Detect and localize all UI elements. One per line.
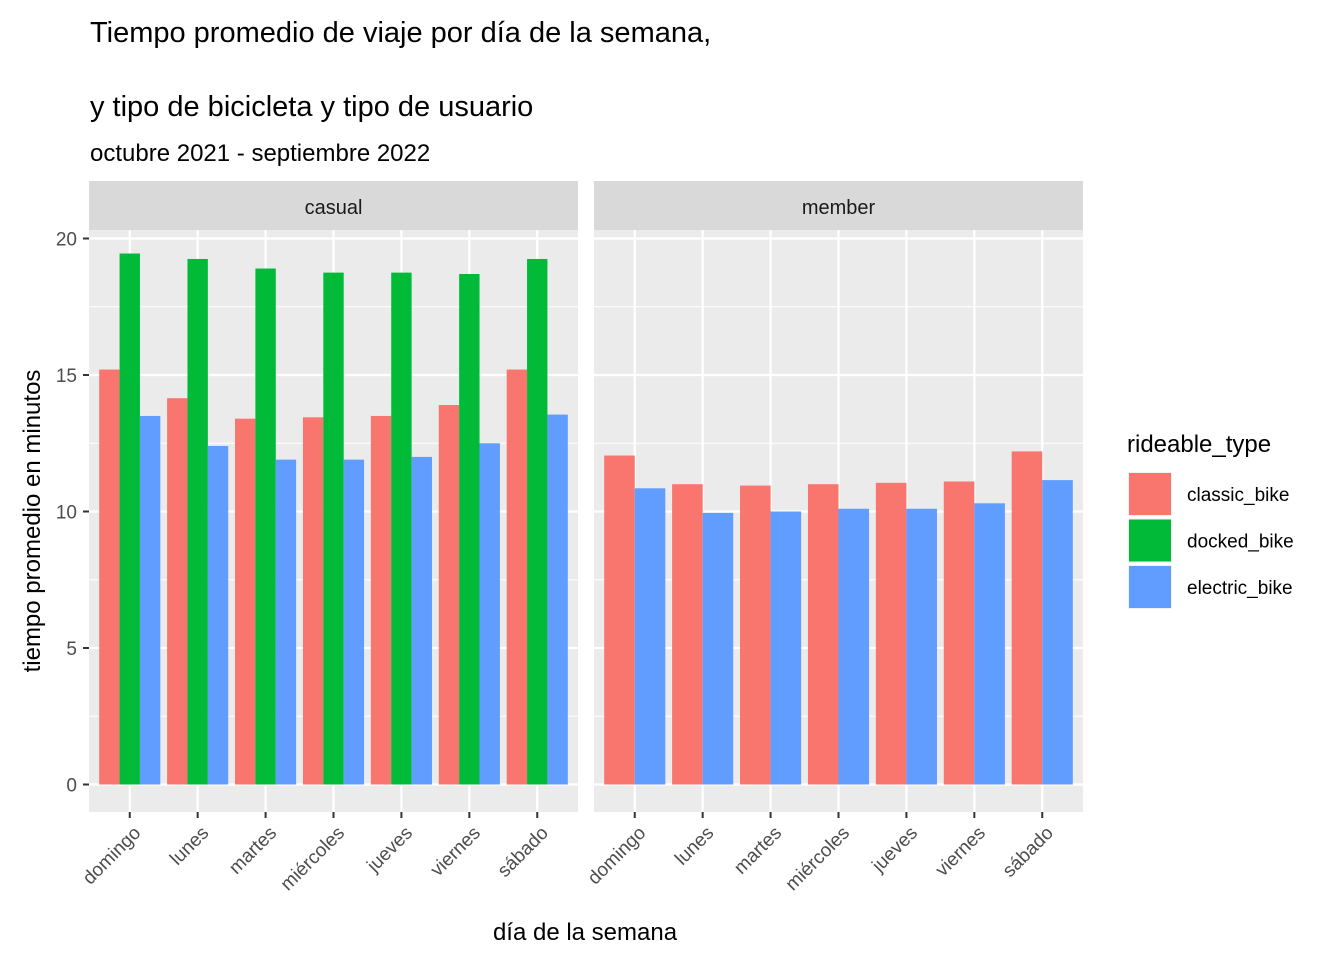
bar-casual-electric_bike-miércoles <box>343 459 365 785</box>
bar-casual-docked_bike-viernes <box>459 273 480 785</box>
bar-member-classic_bike-viernes <box>943 481 975 785</box>
facet-strip-label: casual <box>305 197 363 219</box>
x-tick-label: sábado <box>999 823 1058 882</box>
bar-casual-docked_bike-martes <box>255 268 276 785</box>
y-tick-label: 20 <box>56 230 77 251</box>
x-axis-title: día de la semana <box>493 919 678 946</box>
x-tick-label: viernes <box>427 823 485 881</box>
bar-member-classic_bike-lunes <box>672 484 703 785</box>
legend-swatch-classic_bike <box>1129 473 1171 515</box>
chart-subtitle: octubre 2021 - septiembre 2022 <box>90 140 430 167</box>
facet-strip <box>594 181 1083 230</box>
bar-casual-classic_bike-martes <box>235 418 256 785</box>
x-tick-label: jueves <box>868 823 922 877</box>
chart-title-line1: Tiempo promedio de viaje por día de la s… <box>90 17 711 49</box>
bar-casual-docked_bike-domingo <box>119 253 140 785</box>
x-tick-label: miércoles <box>782 823 854 895</box>
legend-label-classic_bike: classic_bike <box>1187 485 1289 506</box>
y-axis-title: tiempo promedio en minutos <box>19 370 46 673</box>
bar-casual-electric_bike-viernes <box>479 443 500 785</box>
legend-title: rideable_type <box>1127 431 1271 458</box>
x-tick-label: miércoles <box>277 823 349 895</box>
bar-casual-electric_bike-domingo <box>139 415 161 785</box>
x-tick-label: domingo <box>584 823 650 889</box>
x-tick-label: lunes <box>166 823 213 870</box>
bar-member-classic_bike-miércoles <box>807 484 839 785</box>
x-tick-label: martes <box>730 823 786 879</box>
bar-member-electric_bike-viernes <box>974 503 1005 785</box>
x-tick-label: sábado <box>494 823 553 882</box>
y-axis: 0 5 10 15 20 <box>56 230 89 797</box>
bar-casual-classic_bike-lunes <box>167 398 188 785</box>
legend-swatch-electric_bike <box>1129 566 1171 608</box>
x-tick-label: viernes <box>932 823 990 881</box>
y-tick-label: 5 <box>66 639 77 660</box>
y-tick-label: 10 <box>56 503 77 524</box>
bar-member-electric_bike-jueves <box>906 508 937 785</box>
legend-label-docked_bike: docked_bike <box>1187 532 1294 553</box>
x-tick-label: domingo <box>79 823 145 889</box>
bar-member-classic_bike-sábado <box>1011 451 1043 785</box>
bar-member-electric_bike-lunes <box>702 512 734 785</box>
bar-casual-electric_bike-lunes <box>207 445 229 785</box>
bar-member-electric_bike-domingo <box>634 488 666 785</box>
bar-member-electric_bike-miércoles <box>838 508 870 785</box>
y-tick-label: 15 <box>56 366 77 387</box>
bar-casual-docked_bike-sábado <box>527 258 548 785</box>
bar-member-electric_bike-martes <box>770 511 802 785</box>
bar-casual-classic_bike-sábado <box>506 369 528 785</box>
x-tick-label: lunes <box>671 823 718 870</box>
bar-casual-docked_bike-jueves <box>391 272 412 785</box>
bar-casual-electric_bike-martes <box>275 459 297 785</box>
x-tick-label: jueves <box>363 823 417 877</box>
legend-swatch-docked_bike <box>1129 519 1171 562</box>
bar-casual-electric_bike-jueves <box>411 456 432 785</box>
facet-strip-label: member <box>802 197 876 219</box>
x-tick-label: martes <box>225 823 281 879</box>
bar-casual-classic_bike-viernes <box>438 405 460 785</box>
facet-strip <box>89 181 578 230</box>
bar-member-classic_bike-jueves <box>875 482 907 785</box>
bar-casual-classic_bike-domingo <box>99 369 120 785</box>
bar-casual-classic_bike-miércoles <box>302 417 324 785</box>
bar-member-classic_bike-martes <box>740 485 771 785</box>
legend: rideable_type classic_bike docked_bikeele… <box>1127 431 1294 609</box>
bar-casual-docked_bike-miércoles <box>323 272 344 785</box>
bar-member-electric_bike-sábado <box>1042 480 1073 785</box>
bar-casual-docked_bike-lunes <box>187 258 208 785</box>
bar-casual-classic_bike-jueves <box>370 415 392 785</box>
bar-casual-electric_bike-sábado <box>547 414 568 785</box>
legend-label-electric_bike: electric_bike <box>1187 578 1293 599</box>
bar-member-classic_bike-domingo <box>604 455 635 785</box>
y-tick-label: 0 <box>66 776 77 797</box>
chart-title-line2: y tipo de bicicleta y tipo de usuario <box>90 91 533 123</box>
